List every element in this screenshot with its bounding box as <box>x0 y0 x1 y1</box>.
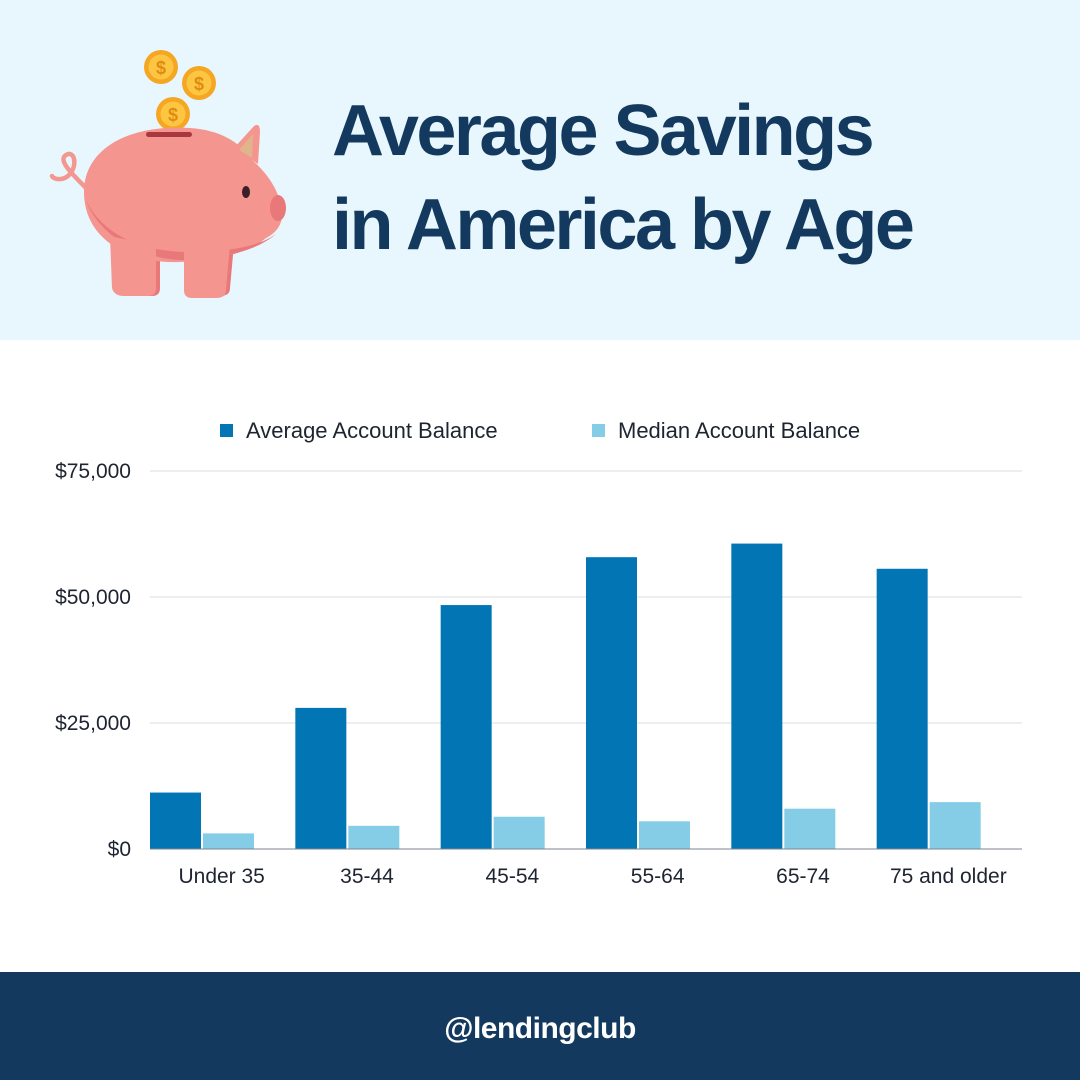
savings-bar-chart: $0 $25,000 $50,000 $75,000 Under 35 35-44 45-5… <box>55 418 1022 888</box>
x-tick-label: 65-74 <box>776 865 830 888</box>
coin-icon: $ <box>156 97 190 131</box>
svg-text:$: $ <box>194 74 204 94</box>
x-tick-label: Under 35 <box>178 865 264 888</box>
bar-average <box>586 557 637 849</box>
bar-median <box>639 821 690 849</box>
legend-label: Average Account Balance <box>246 418 498 443</box>
y-tick-label: $25,000 <box>55 712 131 735</box>
legend-label: Median Account Balance <box>618 418 860 443</box>
header-banner: $ $ $ Average Saving <box>0 0 1080 340</box>
x-tick-label: 35-44 <box>340 865 394 888</box>
page-title: Average Savings in America by Age <box>332 84 1062 272</box>
bar-median <box>493 816 545 849</box>
social-handle: @lendingclub <box>444 1012 636 1045</box>
bar-median <box>348 825 400 849</box>
bar-median <box>784 808 836 849</box>
y-tick-label: $75,000 <box>55 460 131 483</box>
svg-text:$: $ <box>156 58 166 78</box>
chart-section: $0 $25,000 $50,000 $75,000 Under 35 35-44 45-5… <box>0 340 1080 972</box>
bar-average <box>150 792 201 849</box>
title-line-1: Average Savings <box>332 91 875 171</box>
bar-average <box>295 707 347 849</box>
x-tick-label: 55-64 <box>631 865 685 888</box>
title-line-2: in America by Age <box>332 185 915 265</box>
x-tick-label: 75 and older <box>890 865 1007 888</box>
coin-icon: $ <box>182 66 216 100</box>
footer-bar: @lendingclub <box>0 972 1080 1080</box>
y-tick-label: $0 <box>108 838 131 861</box>
coin-icon: $ <box>144 50 178 84</box>
legend-swatch <box>592 424 605 437</box>
legend-swatch <box>220 424 233 437</box>
bar-average <box>876 568 928 849</box>
bar-median <box>929 802 981 849</box>
bar-average <box>731 543 783 849</box>
bar-median <box>203 833 254 849</box>
svg-text:$: $ <box>168 105 178 125</box>
piggy-bank-icon: $ $ $ <box>49 50 286 298</box>
y-tick-label: $50,000 <box>55 586 131 609</box>
bar-average <box>440 605 492 849</box>
x-tick-label: 45-54 <box>485 865 539 888</box>
